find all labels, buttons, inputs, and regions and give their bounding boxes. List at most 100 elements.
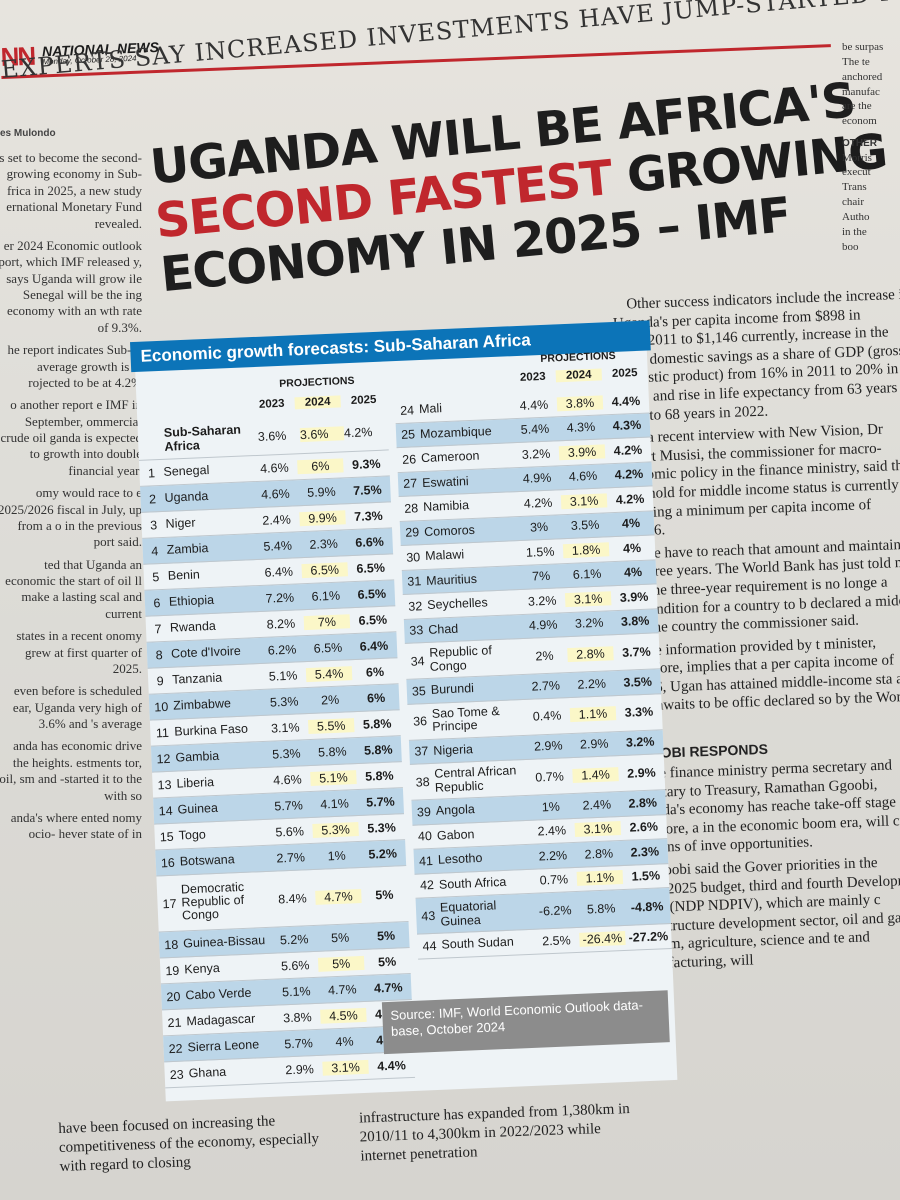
growth-value-2023: 5.1% [268,667,298,684]
edge-line: Autho [842,210,870,223]
growth-value-2025: 4.2% [613,442,643,458]
country-name: Ghana [188,1064,227,1081]
country-name: Eswatini [421,473,469,490]
growth-value-2023: -6.2% [538,902,572,919]
growth-value-2025: 7.5% [352,482,382,498]
growth-value-2023: 2.2% [538,848,568,864]
year-2025: 2025 [350,393,377,407]
growth-value-2025: 5.8% [362,716,392,732]
growth-value-2024: 3.1% [322,1059,369,1076]
growth-value-2025: 4.7% [373,979,403,996]
region-value-2024: 3.6% [299,426,345,443]
growth-value-2024: 3.1% [560,493,608,510]
edge-line: anchored [842,70,883,83]
country-name: Niger [165,515,196,531]
year-header: 2023 2024 2025 [510,367,648,385]
growth-value-2024: 4.6% [559,468,607,485]
growth-value-2023: 2% [535,648,554,663]
country-name: Democratic Republic of Congo [180,879,245,923]
growth-value-2024: 2.8% [575,845,623,862]
left-paragraph: o another report e IMF in September, omm… [0,397,143,478]
year-2024: 2024 [555,368,603,383]
country-name: Tanzania [171,670,223,687]
country-name: Gambia [175,748,220,765]
growth-value-2025: 4% [621,516,641,531]
growth-value-2025: 6.5% [356,560,386,576]
growth-value-2025: 2.3% [630,844,660,860]
growth-value-2024: 4.7% [315,888,362,905]
growth-value-2023: 0.7% [539,872,569,888]
growth-value-2025: 3.2% [625,734,655,750]
growth-value-2023: 7.2% [265,590,295,606]
main-headline: UGANDA WILL BE AFRICA'S SECOND FASTEST G… [148,72,889,303]
row-rank: 3 [149,517,158,532]
growth-value-2023: 4.9% [522,470,552,487]
country-name: Botswana [179,852,235,869]
right-paragraph: The finance ministry perma secretary and… [629,757,900,858]
row-rank: 16 [160,855,176,870]
row-rank: 42 [419,878,435,893]
country-name: Republic of Congo [429,643,493,674]
growth-value-2025: 5.3% [367,819,397,836]
growth-value-2024: 5.4% [305,665,353,682]
country-name: Mali [418,401,443,417]
row-rank: 26 [401,452,417,467]
growth-value-2023: 4.4% [519,397,549,413]
growth-value-2023: 3.1% [270,719,300,736]
country-name: Seychelles [426,595,488,613]
country-name: Cabo Verde [185,985,252,1003]
growth-value-2023: 0.7% [535,768,565,785]
growth-value-2025: 5.2% [368,845,398,862]
row-rank: 5 [152,569,160,584]
left-paragraph: he report indicates Sub- 's average grow… [7,342,142,390]
growth-value-2025: 5.7% [365,793,395,810]
region-value-2025: 4.2% [343,425,373,441]
row-rank: 12 [156,751,171,766]
growth-value-2025: 3.3% [624,704,654,720]
growth-value-2024: 2.3% [300,535,347,552]
growth-value-2024: 5% [317,955,365,972]
growth-value-2023: 7% [531,569,551,584]
growth-value-2023: 1.5% [525,544,555,560]
country-name: Namibia [422,498,470,515]
growth-value-2025: 4.4% [376,1057,407,1073]
growth-value-2025: 2.8% [628,795,658,811]
row-rank: 14 [158,803,173,818]
row-rank: 7 [154,621,162,636]
growth-value-2023: 4.6% [272,771,302,788]
table-title: Economic growth forecasts: Sub-Saharan A… [130,320,651,373]
growth-value-2023: 6.2% [267,641,297,658]
edge-line: econom [842,115,877,128]
growth-value-2023: 2.7% [531,678,561,694]
growth-value-2024: 9.9% [299,509,346,526]
table-source-note: Source: IMF, World Economic Outlook data… [381,990,670,1055]
country-name: Nigeria [433,741,474,758]
growth-value-2025: 6.4% [359,638,389,654]
right-paragraph: Other success indicators include the inc… [612,286,900,425]
growth-value-2023: 5.6% [280,957,310,973]
growth-value-2024: 2.2% [568,675,615,692]
country-name: Senegal [163,462,210,479]
country-name: South Sudan [441,934,515,952]
growth-value-2023: 3% [529,520,549,535]
region-name: Sub-Saharan Africa [163,422,242,454]
growth-value-2024: 2.4% [573,796,621,813]
byline: es Mulondo [0,128,56,139]
left-paragraph: omy would race to e 2025/2026 fiscal in … [0,485,142,550]
growth-value-2023: 4.2% [523,495,553,511]
growth-value-2023: 5.3% [269,693,299,710]
bottom-col-2: infrastructure has expanded from 1,380km… [358,1101,631,1165]
growth-value-2024: 6.5% [304,639,352,656]
left-paragraph: s set to become the second- growing econ… [0,150,142,231]
country-name: Burundi [430,681,475,698]
left-paragraph: er 2024 Economic outlook port, which IMF… [0,237,142,335]
country-name: Equatorial Guinea [439,898,497,929]
growth-value-2024: 4.3% [557,419,605,436]
growth-value-2023: 3.8% [282,1009,312,1025]
row-rank: 8 [155,647,163,662]
row-rank: 6 [153,595,161,610]
row-rank: 13 [157,777,172,792]
growth-value-2023: 3.2% [521,446,551,462]
row-rank: 39 [416,804,432,820]
